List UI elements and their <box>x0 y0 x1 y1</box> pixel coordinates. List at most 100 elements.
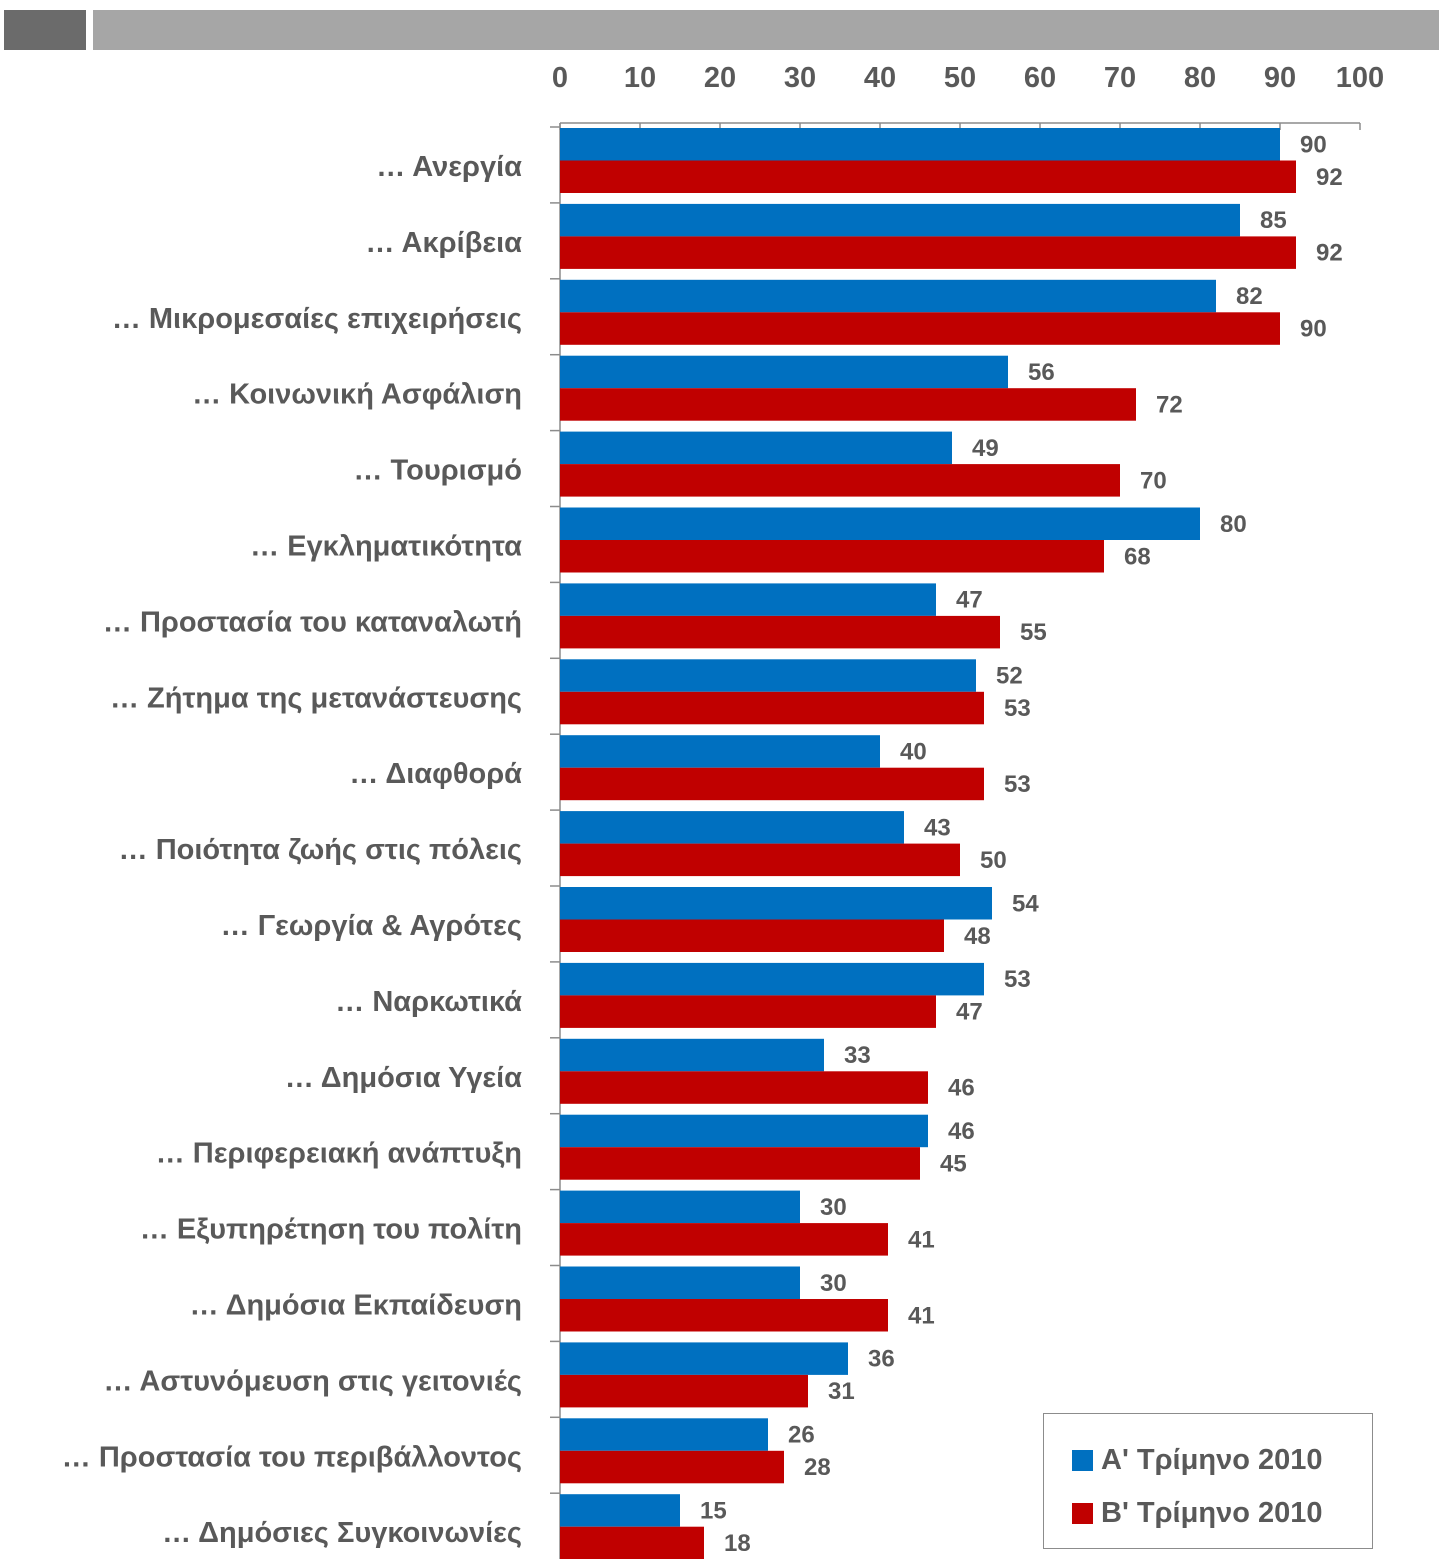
legend: Α' Τρίμηνο 2010 Β' Τρίμηνο 2010 <box>1043 1413 1373 1549</box>
value-label-series-a: 15 <box>700 1497 727 1524</box>
bar-series-a <box>560 887 992 920</box>
value-label-series-a: 53 <box>1004 966 1031 993</box>
bar-series-b <box>560 388 1136 421</box>
value-label-series-a: 56 <box>1028 359 1055 386</box>
value-label-series-b: 53 <box>1004 695 1031 722</box>
category-label: … Ναρκωτικά <box>335 986 522 1018</box>
legend-swatch-series-b <box>1072 1503 1093 1524</box>
category-label: … Αστυνόμευση στις γειτονιές <box>103 1365 522 1397</box>
value-label-series-a: 36 <box>868 1346 895 1373</box>
category-labels: … Ανεργία … Ακρίβεια … Μικρομεσαίες επιχει… <box>62 151 522 1549</box>
bar-series-b <box>560 843 960 877</box>
value-label-series-b: 46 <box>948 1075 975 1102</box>
bar-series-a <box>560 203 1240 237</box>
x-tick-label: 70 <box>1104 62 1136 94</box>
bar-series-a <box>560 1342 848 1375</box>
category-label: … Ανεργία <box>376 151 522 183</box>
value-label-series-b: 41 <box>908 1226 935 1253</box>
value-label-series-a: 85 <box>1260 207 1287 234</box>
value-label-series-b: 92 <box>1316 164 1343 191</box>
category-label: … Προστασία του καταναλωτή <box>103 606 522 638</box>
x-tick-label: 50 <box>944 62 976 94</box>
value-label-series-b: 68 <box>1124 543 1151 570</box>
bar-series-b <box>560 1147 920 1180</box>
category-label: … Προστασία του περιβάλλοντος <box>62 1441 522 1473</box>
bar-series-b <box>560 464 1120 497</box>
x-tick-label: 100 <box>1336 62 1384 94</box>
value-label-series-b: 47 <box>956 999 983 1026</box>
value-label-series-b: 70 <box>1140 467 1167 494</box>
value-label-series-b: 53 <box>1004 771 1031 798</box>
value-label-series-b: 92 <box>1316 240 1343 267</box>
legend-swatch-series-a <box>1072 1450 1093 1471</box>
bar-series-b <box>560 1071 928 1104</box>
category-label: … Τουρισμό <box>353 455 522 487</box>
category-label: … Δημόσια Εκπαίδευση <box>190 1289 522 1321</box>
bar-series-b <box>560 540 1104 573</box>
bar-series-a <box>560 811 904 844</box>
bar-series-a <box>560 962 984 996</box>
y-axis <box>550 123 561 1559</box>
value-label-series-b: 18 <box>724 1530 751 1557</box>
value-label-series-a: 33 <box>844 1042 871 1069</box>
x-tick-label: 20 <box>704 62 736 94</box>
value-label-series-a: 90 <box>1300 131 1327 158</box>
bar-series-a <box>560 431 952 465</box>
bar-series-a <box>560 1418 768 1451</box>
bar-series-a <box>560 1114 928 1148</box>
legend-label-series-a: Α' Τρίμηνο 2010 <box>1101 1444 1323 1476</box>
bar-series-b <box>560 1374 808 1408</box>
value-label-series-a: 30 <box>820 1270 847 1297</box>
bar-series-b <box>560 312 1280 345</box>
category-label: … Εξυπηρέτηση του πολίτη <box>140 1214 522 1246</box>
category-label: … Διαφθορά <box>349 758 522 790</box>
category-label: … Ζήτημα της μετανάστευσης <box>110 682 522 714</box>
x-tick-label: 10 <box>624 62 656 94</box>
category-label: … Ποιότητα ζωής στις πόλεις <box>119 834 522 866</box>
header-accent-block <box>4 10 86 50</box>
value-label-series-b: 28 <box>804 1454 831 1481</box>
bar-series-a <box>560 279 1216 313</box>
bar-series-a <box>560 659 976 692</box>
category-label: … Εγκληματικότητα <box>250 530 522 562</box>
bar-series-a <box>560 507 1200 540</box>
value-label-series-a: 43 <box>924 814 951 841</box>
x-tick-label: 60 <box>1024 62 1056 94</box>
header-bar <box>93 10 1439 50</box>
bar-series-b <box>560 691 984 725</box>
bar-series-a <box>560 1038 824 1072</box>
category-label: … Δημόσιες Συγκοινωνίες <box>162 1517 522 1549</box>
value-label-series-a: 80 <box>1220 511 1247 538</box>
value-label-series-a: 40 <box>900 738 927 765</box>
value-label-series-a: 47 <box>956 587 983 614</box>
bar-series-a <box>560 1494 680 1527</box>
bar-series-a <box>560 583 936 616</box>
bar-series-b <box>560 1299 888 1332</box>
bar-series-a <box>560 1266 800 1299</box>
x-tick-label: 90 <box>1264 62 1296 94</box>
bar-series-b <box>560 160 1296 193</box>
legend-label-series-b: Β' Τρίμηνο 2010 <box>1101 1497 1323 1529</box>
value-label-series-b: 90 <box>1300 316 1327 343</box>
bar-series-b <box>560 919 944 952</box>
value-label-series-a: 52 <box>996 663 1023 690</box>
bar-series-b <box>560 615 1000 649</box>
bar-series-b <box>560 995 936 1028</box>
value-label-series-a: 49 <box>972 435 999 462</box>
value-label-series-b: 55 <box>1020 619 1047 646</box>
value-labels: 90 92 85 92 82 90 56 72 49 70 80 68 47 55 52 53 40 53 43 50… <box>700 131 1343 1557</box>
bar-series-a <box>560 355 1008 389</box>
bar-series-b <box>560 236 1296 269</box>
value-label-series-b: 41 <box>908 1302 935 1329</box>
bar-series-b <box>560 767 984 801</box>
x-axis: 0 10 20 30 40 50 60 70 80 90 100 <box>552 62 1384 130</box>
bar-series-a <box>560 128 1280 161</box>
value-label-series-a: 30 <box>820 1194 847 1221</box>
x-tick-label: 40 <box>864 62 896 94</box>
value-label-series-a: 26 <box>788 1422 815 1449</box>
value-label-series-a: 46 <box>948 1118 975 1145</box>
value-label-series-b: 50 <box>980 847 1007 874</box>
legend-item-series-a: Α' Τρίμηνο 2010 <box>1072 1444 1322 1477</box>
